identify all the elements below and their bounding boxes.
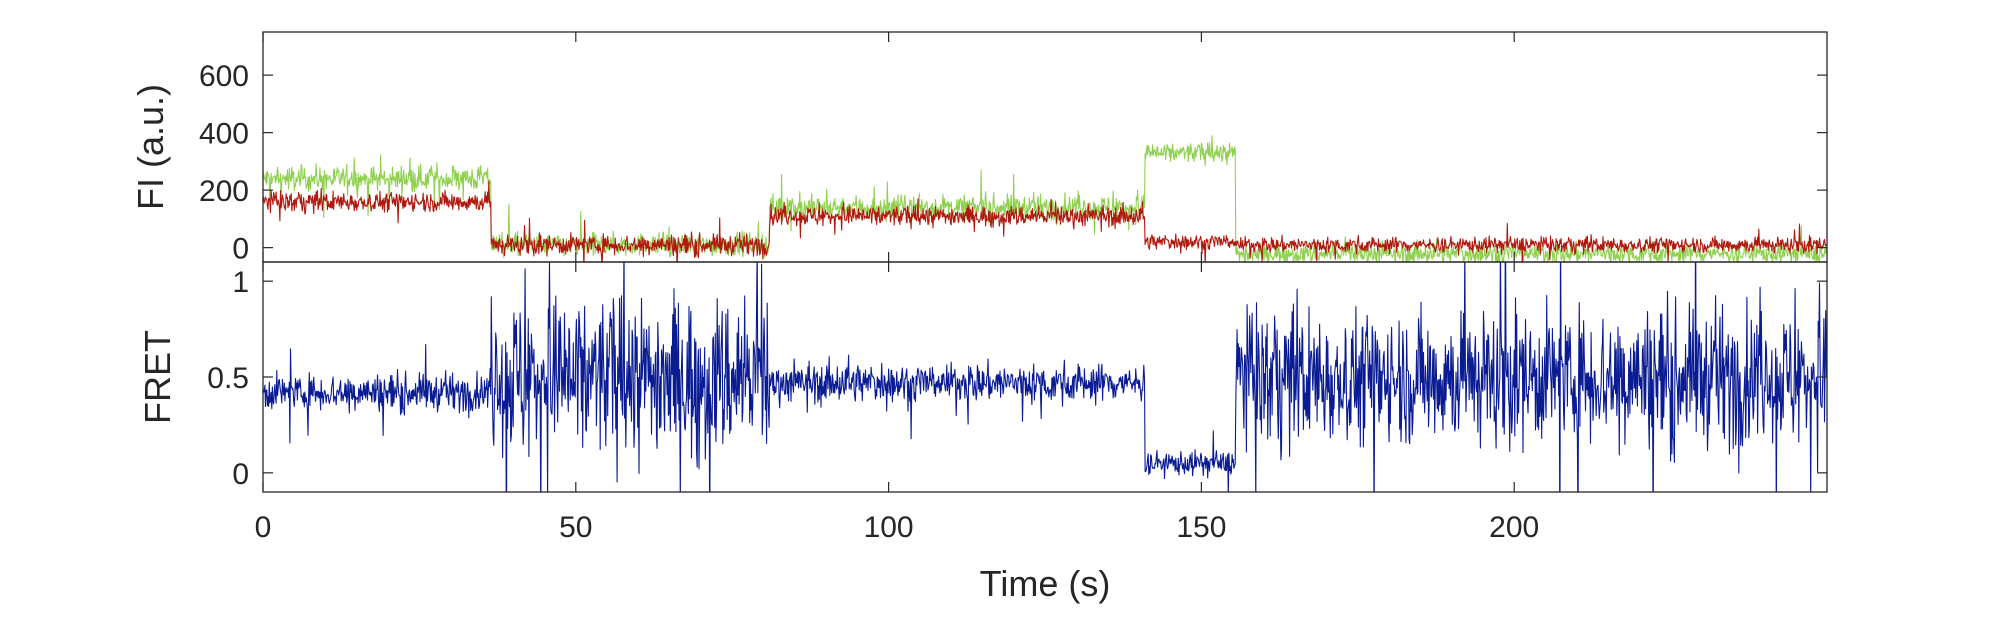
fluorescence-y-tick-label: 400 bbox=[199, 118, 249, 151]
fret-traces bbox=[263, 262, 1827, 492]
fluorescence-y-tick-label: 0 bbox=[232, 233, 249, 266]
fluorescence-panel: 0 200 400 600 FI (a.u.) bbox=[130, 31, 1828, 266]
fret-y-axis-label: FRET bbox=[137, 330, 178, 424]
fret-series-0-line bbox=[263, 262, 1827, 492]
fluorescence-y-ticks: 0 200 400 600 bbox=[199, 32, 1827, 266]
fret-panel: 00.51 0 50 100 150 200 FRET Time (s) bbox=[137, 261, 1828, 604]
time-x-ticks: 0 50 100 150 200 bbox=[255, 511, 1540, 544]
time-x-tick-label: 0 bbox=[255, 511, 272, 544]
time-x-tick-label: 150 bbox=[1176, 511, 1226, 544]
time-x-axis-label: Time (s) bbox=[980, 563, 1111, 604]
fret-y-tick-label: 1 bbox=[232, 266, 249, 299]
fluorescence-y-axis-label: FI (a.u.) bbox=[130, 84, 171, 210]
time-x-tick-label: 100 bbox=[864, 511, 914, 544]
time-x-tick-label: 200 bbox=[1489, 511, 1539, 544]
fluorescence-axes-box bbox=[262, 31, 1828, 263]
fluorescence-series-1-line bbox=[263, 181, 1827, 262]
fluorescence-series-0-line bbox=[263, 135, 1827, 262]
fluorescence-y-tick-label: 200 bbox=[199, 175, 249, 208]
fret-y-ticks: 00.51 bbox=[207, 262, 1827, 492]
fluorescence-traces bbox=[263, 135, 1827, 262]
fluorescence-y-tick-label: 600 bbox=[199, 60, 249, 93]
fret-y-tick-label: 0.5 bbox=[207, 362, 249, 395]
fret-y-tick-label: 0 bbox=[232, 458, 249, 491]
time-x-tick-label: 50 bbox=[559, 511, 592, 544]
